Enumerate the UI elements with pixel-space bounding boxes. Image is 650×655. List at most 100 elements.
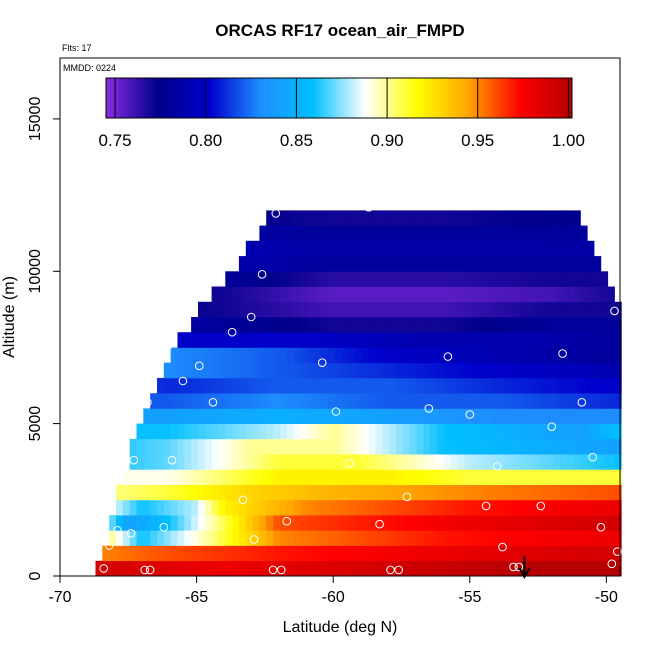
heatmap-cell — [177, 469, 185, 485]
heatmap-cell — [368, 423, 376, 440]
heatmap-cell — [361, 332, 370, 348]
heatmap-cell — [327, 454, 335, 470]
heatmap-cell — [464, 515, 472, 531]
heatmap-cell — [512, 347, 520, 364]
heatmap-cell — [491, 545, 499, 562]
heatmap-cell — [464, 423, 472, 440]
heatmap-cell — [539, 438, 547, 455]
heatmap-cell — [232, 545, 240, 562]
heatmap-cell — [273, 515, 281, 531]
heatmap-cell — [587, 545, 595, 562]
heatmap-cell — [320, 545, 329, 562]
sample-point — [481, 501, 491, 511]
heatmap-cell — [600, 271, 609, 287]
heatmap-cell — [320, 377, 329, 394]
heatmap-cell — [382, 423, 390, 440]
heatmap-cell — [525, 499, 533, 516]
heatmap-cell — [307, 469, 315, 485]
heatmap-cell — [525, 225, 533, 242]
heatmap-cell — [157, 377, 165, 394]
heatmap-cell — [409, 499, 417, 516]
heatmap-cell — [361, 347, 370, 364]
heatmap-cell — [416, 377, 424, 394]
heatmap-cell — [109, 530, 117, 546]
heatmap-cell — [614, 560, 622, 577]
heatmap-cell — [320, 438, 329, 455]
heatmap-cell — [266, 438, 274, 455]
heatmap-cell — [252, 438, 260, 455]
heatmap-cell — [314, 271, 322, 287]
heatmap-cell — [122, 560, 130, 577]
heatmap-cell — [273, 347, 281, 364]
heatmap-cell — [525, 362, 533, 379]
heatmap-cell — [320, 423, 329, 440]
heatmap-cell — [471, 393, 479, 409]
heatmap-cell — [539, 210, 547, 226]
heatmap-cell — [464, 484, 472, 501]
heatmap-cell — [484, 301, 492, 318]
heatmap-cell — [573, 301, 581, 318]
heatmap-cell — [573, 271, 581, 287]
heatmap-cell — [607, 347, 615, 364]
heatmap-cell — [505, 469, 513, 485]
heatmap-cell — [525, 301, 533, 318]
heatmap-cell — [478, 545, 486, 562]
heatmap-cell — [143, 530, 151, 546]
heatmap-cell — [409, 438, 417, 455]
heatmap-cell — [450, 454, 458, 470]
heatmap-cell — [532, 301, 540, 318]
heatmap-cell — [464, 240, 472, 257]
heatmap-cell — [286, 438, 294, 455]
sample-point — [282, 516, 292, 526]
heatmap-cell — [437, 530, 445, 546]
heatmap-cell — [594, 347, 602, 364]
heatmap-cell — [307, 256, 315, 272]
heatmap-cell — [389, 515, 397, 531]
heatmap-cell — [382, 469, 390, 485]
heatmap-cell — [402, 317, 410, 333]
heatmap-cell — [191, 454, 199, 470]
heatmap-cell — [327, 484, 335, 501]
heatmap-cell — [587, 301, 595, 318]
heatmap-cell — [402, 347, 410, 364]
heatmap-cell — [443, 256, 451, 272]
heatmap-cell — [348, 530, 356, 546]
heatmap-cell — [293, 362, 301, 379]
heatmap-cell — [580, 240, 588, 257]
heatmap-cell — [307, 423, 315, 440]
heatmap-cell — [573, 530, 581, 546]
sample-point — [113, 526, 122, 535]
heatmap-cell — [505, 240, 513, 257]
heatmap-cell — [293, 286, 301, 303]
heatmap-cell — [450, 240, 458, 257]
heatmap-cell — [136, 454, 144, 470]
heatmap-cell — [184, 393, 192, 409]
heatmap-cell — [478, 347, 486, 364]
heatmap-cell — [607, 484, 615, 501]
heatmap-cell — [300, 377, 308, 394]
heatmap-cell — [423, 530, 431, 546]
heatmap-cell — [525, 347, 533, 364]
heatmap-cell — [382, 377, 390, 394]
heatmap-cell — [150, 545, 158, 562]
heatmap-cell — [279, 271, 288, 287]
heatmap-cell — [566, 499, 574, 516]
heatmap-cell — [307, 240, 315, 257]
heatmap-cell — [184, 515, 192, 531]
heatmap-cell — [355, 438, 363, 455]
heatmap-cell — [546, 317, 554, 333]
x-tick-label: -55 — [458, 589, 481, 606]
heatmap-cell — [491, 347, 499, 364]
heatmap-cell — [416, 347, 424, 364]
heatmap-cell — [478, 499, 486, 516]
heatmap-cell — [232, 438, 240, 455]
heatmap-cell — [471, 225, 479, 242]
heatmap-cell — [170, 515, 178, 531]
heatmap-cell — [464, 377, 472, 394]
heatmap-cell — [184, 377, 192, 394]
heatmap-cell — [539, 499, 547, 516]
heatmap-cell — [300, 530, 308, 546]
heatmap-cell — [457, 469, 465, 485]
heatmap-cell — [211, 362, 219, 379]
heatmap-cell — [355, 377, 363, 394]
